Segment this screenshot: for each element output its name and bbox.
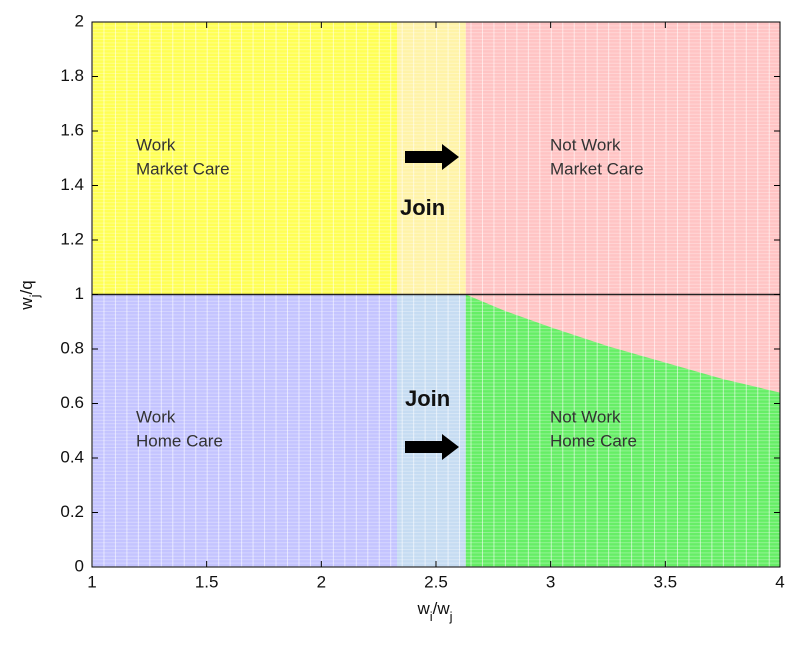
y-tick-label: 1.6 <box>60 120 84 139</box>
label-part: /q <box>17 280 36 294</box>
x-tick-label: 2 <box>317 572 326 591</box>
y-tick-label: 2 <box>75 11 84 30</box>
y-tick-label: 0 <box>75 556 84 575</box>
y-tick-label: 1 <box>75 284 84 303</box>
y-tick-label: 1.4 <box>60 175 84 194</box>
y-tick-label: 0.4 <box>60 447 84 466</box>
region-label: Market Care <box>136 159 230 178</box>
x-tick-label: 1 <box>87 572 96 591</box>
x-tick-label: 3 <box>546 572 555 591</box>
x-tick-label: 2.5 <box>424 572 448 591</box>
y-tick-label: 1.2 <box>60 229 84 248</box>
y-tick-label: 0.6 <box>60 393 84 412</box>
region-label: Home Care <box>550 431 637 450</box>
arrow <box>405 434 459 460</box>
x-label: wi/wj <box>416 599 452 623</box>
x-tick-label: 1.5 <box>195 572 219 591</box>
label-part: w <box>17 297 36 311</box>
y-tick-label: 1.8 <box>60 66 84 85</box>
arrow <box>405 144 459 170</box>
y-tick-label: 0.2 <box>60 502 84 521</box>
x-tick-label: 4 <box>775 572 784 591</box>
label-part: j <box>27 294 42 298</box>
y-label: wj/q <box>17 280 41 310</box>
label-part: w <box>416 599 430 618</box>
x-tick-label: 3.5 <box>654 572 678 591</box>
label-part: j <box>449 609 453 624</box>
annotation: Join <box>400 195 445 220</box>
label-part: i <box>430 609 433 624</box>
region-label: Not Work <box>550 135 621 154</box>
region-label: Work <box>136 135 176 154</box>
annotation: Join <box>405 386 450 411</box>
region-label: Market Care <box>550 159 644 178</box>
region-label: Home Care <box>136 431 223 450</box>
y-tick-label: 0.8 <box>60 338 84 357</box>
region-label: Not Work <box>550 407 621 426</box>
label-part: /w <box>433 599 451 618</box>
region-label: Work <box>136 407 176 426</box>
